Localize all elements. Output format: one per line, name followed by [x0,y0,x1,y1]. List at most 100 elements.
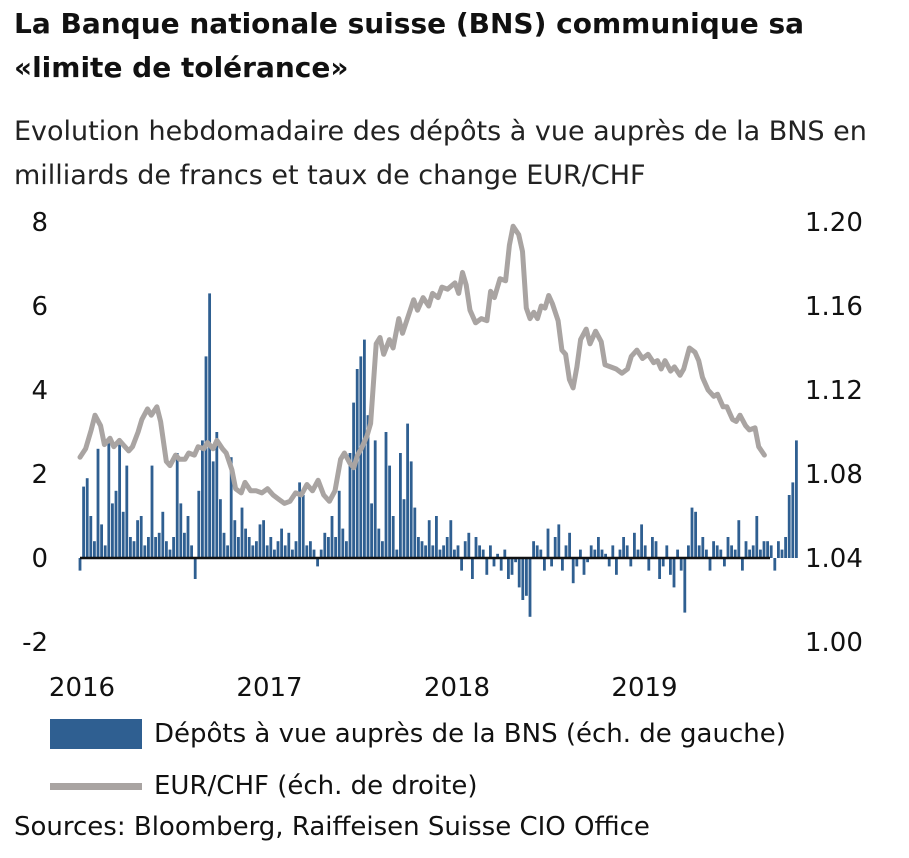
deposit-bar [744,541,748,558]
deposit-bar [287,532,291,558]
deposit-bar [629,558,633,567]
deposit-bar [571,558,575,584]
deposit-bar [517,558,521,588]
deposit-bar [723,558,726,567]
deposit-bar [186,516,190,558]
chart-title: La Banque nationale suisse (BNS) communi… [14,7,805,84]
deposit-bar [726,537,730,558]
chart-subtitle: Evolution hebdomadaire des dépôts à vue … [14,116,867,191]
deposit-bar [773,558,777,571]
right-axis-ticks: 1.00 1.04 1.08 1.12 1.16 1.20 [805,208,863,658]
deposit-bar [431,545,435,558]
deposit-bar [139,516,143,558]
deposit-bar [593,549,597,558]
deposit-bar [330,516,334,558]
deposit-bar [406,423,410,558]
deposit-bar [262,520,266,558]
deposit-bar [409,461,413,558]
deposit-bar [712,541,716,558]
deposit-bar [661,558,665,567]
deposit-bar [467,532,471,558]
source-note: Sources: Bloomberg, Raiffeisen Suisse CI… [14,812,650,842]
deposit-bar [597,537,600,558]
deposit-bar [442,545,446,558]
deposit-bar [89,516,93,558]
deposit-bar [312,549,316,558]
deposit-bar [503,549,507,558]
deposit-bar [762,541,766,558]
deposit-bar [489,545,492,558]
deposit-bar [273,549,276,558]
deposit-bar [136,520,140,558]
deposit-bar [449,520,453,558]
deposit-bar [103,545,107,558]
deposit-bar [399,453,402,558]
deposit-bar [787,495,791,558]
deposit-bar [604,553,608,558]
deposit-bar [352,402,356,558]
deposit-bar [93,541,96,558]
left-tick-label: -2 [22,628,48,658]
deposit-bar [751,545,755,558]
deposit-bar [240,507,244,558]
deposit-bar [780,549,784,558]
deposit-bar [424,545,428,558]
deposit-bar [150,465,154,558]
deposit-bar [168,549,172,558]
deposit-bar [377,528,381,558]
left-tick-label: 8 [31,208,48,238]
deposit-bar [233,520,237,558]
deposit-bar [132,541,136,558]
deposit-bar [395,549,399,558]
deposit-bar [265,545,269,558]
deposit-bar [755,516,759,558]
deposit-bar [255,541,258,558]
deposit-bar [474,537,478,558]
deposit-bar [100,524,104,558]
right-tick-label: 1.20 [805,208,863,238]
deposit-bar [435,516,438,558]
deposit-bar [499,558,503,571]
deposit-bar [557,524,561,558]
deposit-bar [535,545,539,558]
left-tick-label: 2 [31,460,48,490]
deposit-bar [600,549,604,558]
deposit-bar [388,465,392,558]
deposit-bar [589,545,593,558]
deposit-bar [651,537,654,558]
deposit-bar [229,457,233,558]
deposit-bar [417,537,420,558]
deposit-bar [539,549,543,558]
deposit-bar [697,545,701,558]
deposit-bar [453,549,456,558]
deposit-bar [334,537,338,558]
deposit-bar [413,507,417,558]
deposit-bar [420,541,424,558]
deposit-bar [276,541,280,558]
left-axis-ticks: -2 0 2 4 6 8 [22,208,48,658]
deposit-bar [564,545,568,558]
deposit-bar [615,558,618,575]
deposit-bar [510,558,514,575]
deposit-bar [492,558,496,567]
deposit-bar [244,528,248,558]
deposit-bar [154,537,158,558]
deposit-bar [301,495,305,558]
deposit-bar [777,541,780,558]
deposit-bar [337,490,341,558]
right-tick-label: 1.12 [805,376,863,406]
legend: Dépôts à vue auprès de la BNS (éch. de g… [50,708,786,812]
deposit-bar [672,558,676,588]
deposit-bar [636,549,640,558]
deposit-bar [319,549,323,558]
deposit-bar [759,549,762,558]
deposit-bar [553,537,557,558]
deposit-bar [550,558,554,567]
deposit-bar [118,444,122,558]
right-tick-label: 1.04 [805,544,863,574]
deposit-bar [114,490,118,558]
deposit-bar [647,558,651,571]
deposit-bar [715,545,719,558]
deposit-bar [215,432,219,558]
